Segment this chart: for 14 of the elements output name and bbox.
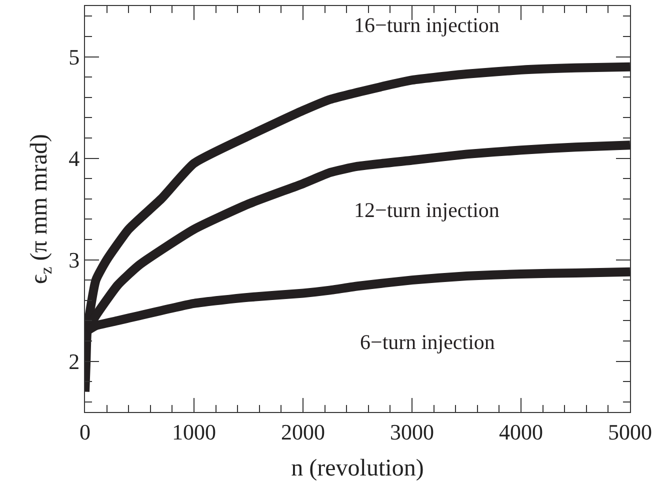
x-axis-title: n (revolution) <box>291 456 424 482</box>
x-tick-label: 2000 <box>281 419 325 444</box>
x-tick-label: 3000 <box>390 419 434 444</box>
text: 6−turn injection <box>360 330 496 354</box>
y-tick-label: 4 <box>68 146 80 171</box>
y-tick-label: 3 <box>68 247 80 272</box>
series-label: 12−turn injection <box>354 198 500 222</box>
x-tick-label: 1000 <box>172 419 216 444</box>
series-label: 16−turn injection <box>354 13 500 37</box>
y-tick-label: 5 <box>68 44 80 70</box>
y-tick-label: 2 <box>68 348 80 374</box>
x-tick-label: 0 <box>80 419 90 444</box>
x-tick-label: 4000 <box>499 419 543 444</box>
x-tick-label: 5000 <box>608 419 652 444</box>
